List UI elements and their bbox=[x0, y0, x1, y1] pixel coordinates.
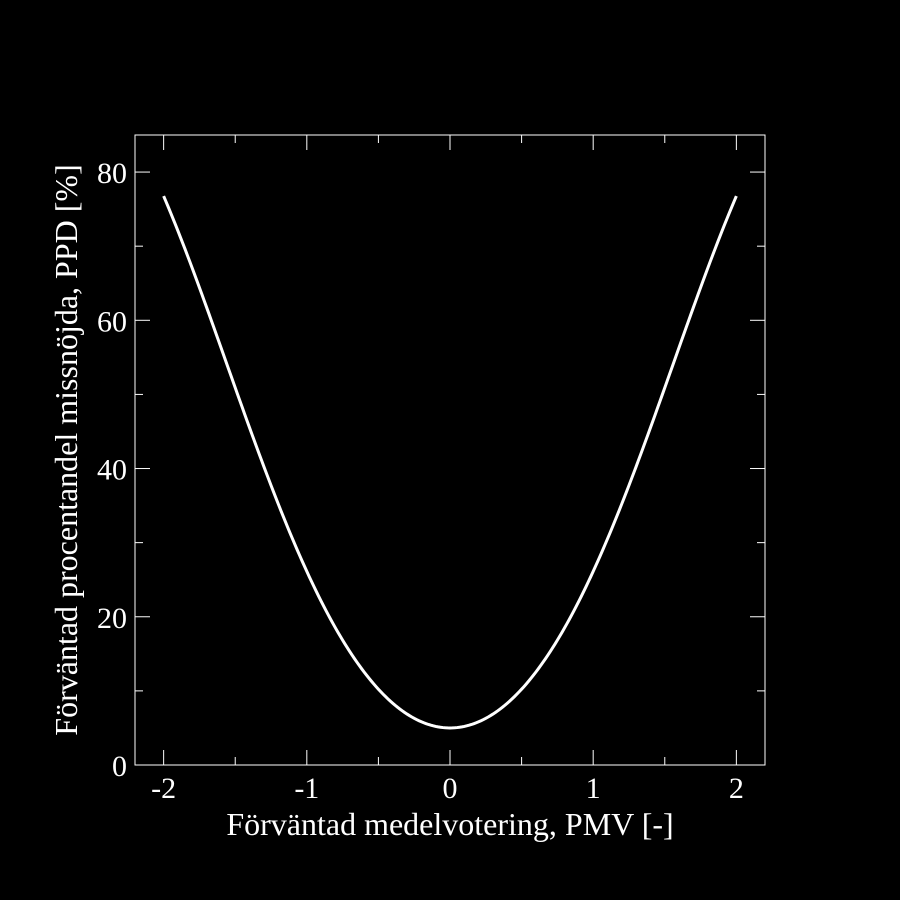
x-tick-label: -1 bbox=[294, 772, 319, 805]
y-tick-label: 40 bbox=[97, 454, 127, 487]
y-tick-label: 0 bbox=[112, 750, 127, 783]
y-axis-label: Förväntad procentandel missnöjda, PPD [%… bbox=[48, 164, 84, 735]
x-tick-label: 1 bbox=[586, 772, 601, 805]
axis-ticks bbox=[135, 135, 765, 766]
x-axis-label: Förväntad medelvotering, PMV [-] bbox=[226, 806, 673, 842]
series-line bbox=[162, 195, 738, 730]
x-tick-label: 0 bbox=[443, 772, 458, 805]
y-tick-label: 80 bbox=[97, 157, 127, 190]
y-tick-label: 20 bbox=[97, 602, 127, 635]
x-tick-label: -2 bbox=[151, 772, 176, 805]
x-tick-label: 2 bbox=[729, 772, 744, 805]
y-tick-label: 60 bbox=[97, 305, 127, 338]
series-layer bbox=[162, 195, 738, 730]
